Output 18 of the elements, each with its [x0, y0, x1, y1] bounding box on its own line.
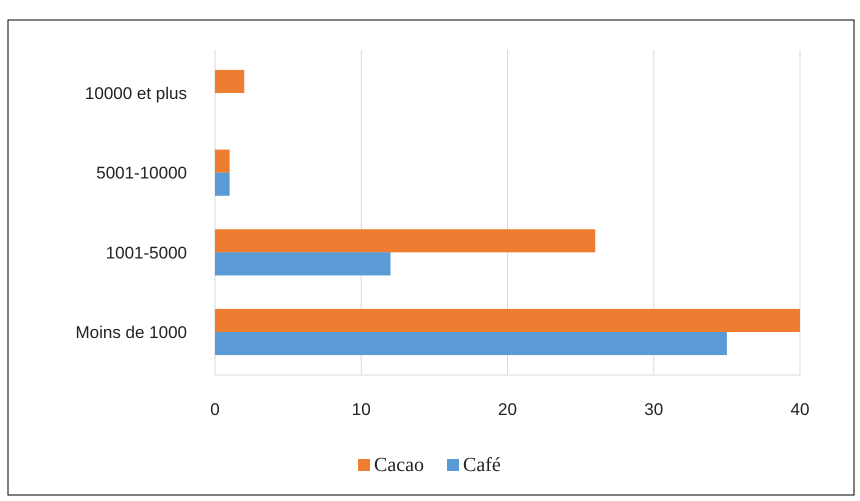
y-tick-label: 10000 et plus [84, 84, 187, 104]
legend-label: Café [463, 454, 501, 476]
legend-label: Cacao [374, 454, 424, 476]
x-tick-label: 30 [644, 400, 664, 419]
x-tick-label: 0 [210, 400, 220, 419]
bar [215, 70, 244, 94]
x-tick-label: 10 [352, 400, 371, 419]
x-tick-label: 20 [498, 400, 517, 419]
bar [215, 252, 390, 276]
y-tick-label: 5001-10000 [96, 164, 187, 183]
x-tick-label: 40 [790, 400, 810, 419]
y-tick-label: 1001-5000 [106, 243, 187, 262]
bar [215, 172, 230, 196]
bar [215, 308, 800, 332]
bar [215, 150, 230, 173]
bar [215, 332, 727, 356]
y-tick-label: Moins de 1000 [75, 322, 187, 342]
bar [215, 229, 596, 252]
